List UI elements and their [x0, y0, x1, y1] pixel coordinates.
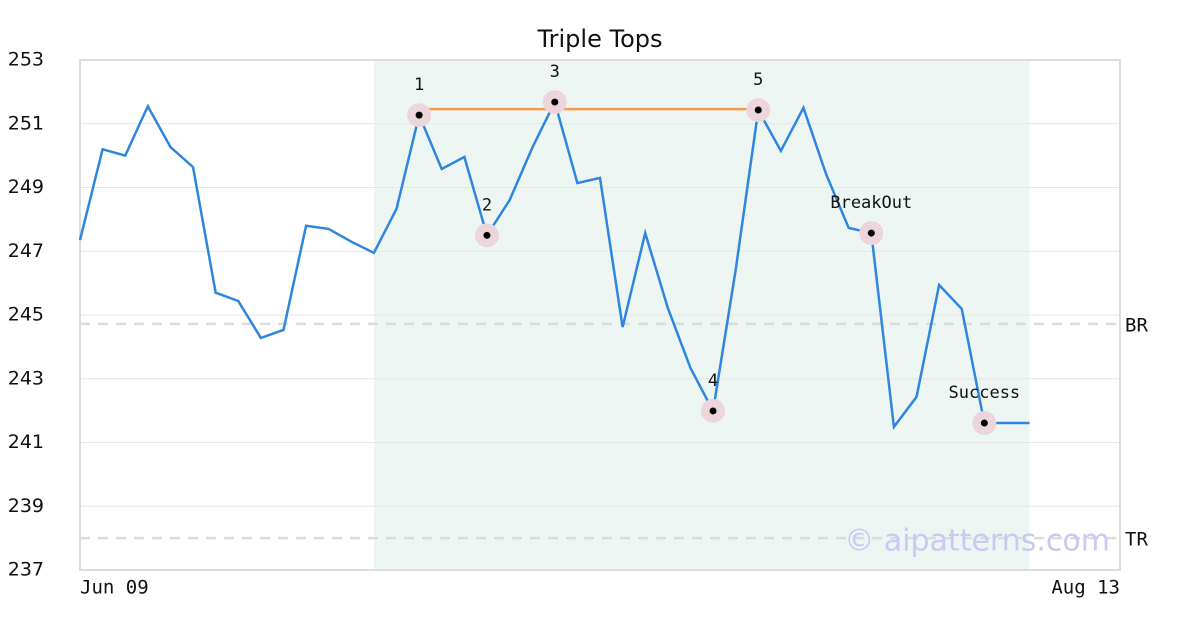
plot-frame — [79, 59, 1121, 571]
chart-title: Triple Tops — [537, 25, 663, 53]
x-tick-label: Jun 09 — [80, 577, 149, 599]
y-tick-label: 239 — [8, 495, 44, 517]
point-dot — [754, 106, 762, 114]
level-label: BR — [1125, 314, 1148, 336]
y-tick-label: 237 — [8, 559, 44, 581]
level-label: TR — [1125, 529, 1148, 551]
y-tick-label: 247 — [8, 240, 44, 262]
watermark: © aipatterns.com — [844, 524, 1110, 559]
y-tick-label: 243 — [8, 367, 44, 389]
y-tick-label: 253 — [8, 49, 44, 71]
point-label: Success — [949, 383, 1021, 403]
point-label: BreakOut — [830, 193, 912, 213]
y-tick-label: 241 — [8, 431, 44, 453]
point-label: 3 — [550, 62, 560, 82]
point-dot — [867, 229, 875, 237]
point-dot — [709, 407, 717, 415]
point-label: 1 — [414, 75, 424, 95]
y-tick-label: 249 — [8, 176, 44, 198]
y-tick-label: 251 — [8, 112, 44, 134]
point-dot — [980, 419, 988, 427]
point-dot — [551, 98, 559, 106]
y-tick-label: 245 — [8, 304, 44, 326]
x-tick-label: Aug 13 — [1051, 577, 1120, 599]
point-label: 5 — [753, 70, 763, 90]
point-label: 4 — [708, 371, 718, 391]
point-dot — [483, 231, 491, 239]
point-label: 2 — [482, 195, 492, 215]
point-dot — [415, 111, 423, 119]
